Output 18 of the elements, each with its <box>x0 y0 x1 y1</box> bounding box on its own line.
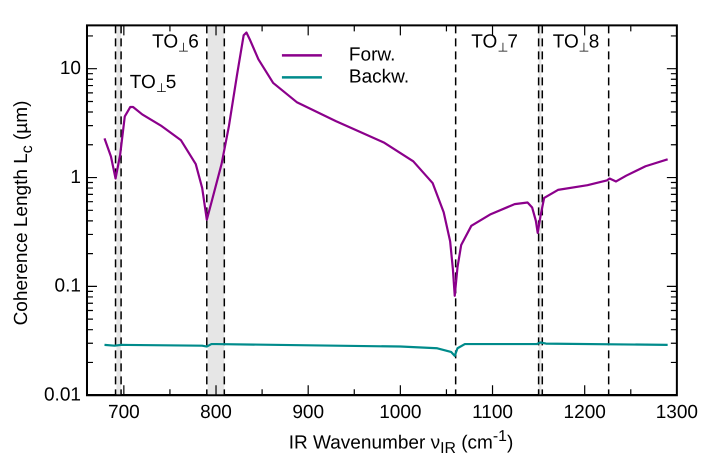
x-tick-label: 1300 <box>656 402 698 423</box>
legend-label: Backw. <box>348 66 410 88</box>
x-axis-title: IR Wavenumber ν$_{IR}$ (cm$^{-1}$) <box>288 428 514 458</box>
annotation: TO⊥6 <box>152 32 199 55</box>
y-tick-label: 0.01 <box>44 384 81 406</box>
x-tick-label: 900 <box>292 402 324 423</box>
annotation: TO⊥8 <box>552 32 600 55</box>
x-tick-label: 800 <box>200 402 232 423</box>
y-tick-label: 10 <box>60 58 81 79</box>
x-tick-label: 1200 <box>564 402 606 423</box>
y-tick-label: 0.1 <box>54 276 81 297</box>
y-tick-label: 1 <box>70 166 81 188</box>
x-tick-label: 1000 <box>379 402 422 423</box>
annotation: TO⊥7 <box>471 32 518 55</box>
x-tick-label: 700 <box>108 402 140 423</box>
annotation: TO⊥5 <box>130 72 176 95</box>
x-tick-label: 1100 <box>472 402 513 423</box>
legend-label: Forw. <box>348 44 396 66</box>
